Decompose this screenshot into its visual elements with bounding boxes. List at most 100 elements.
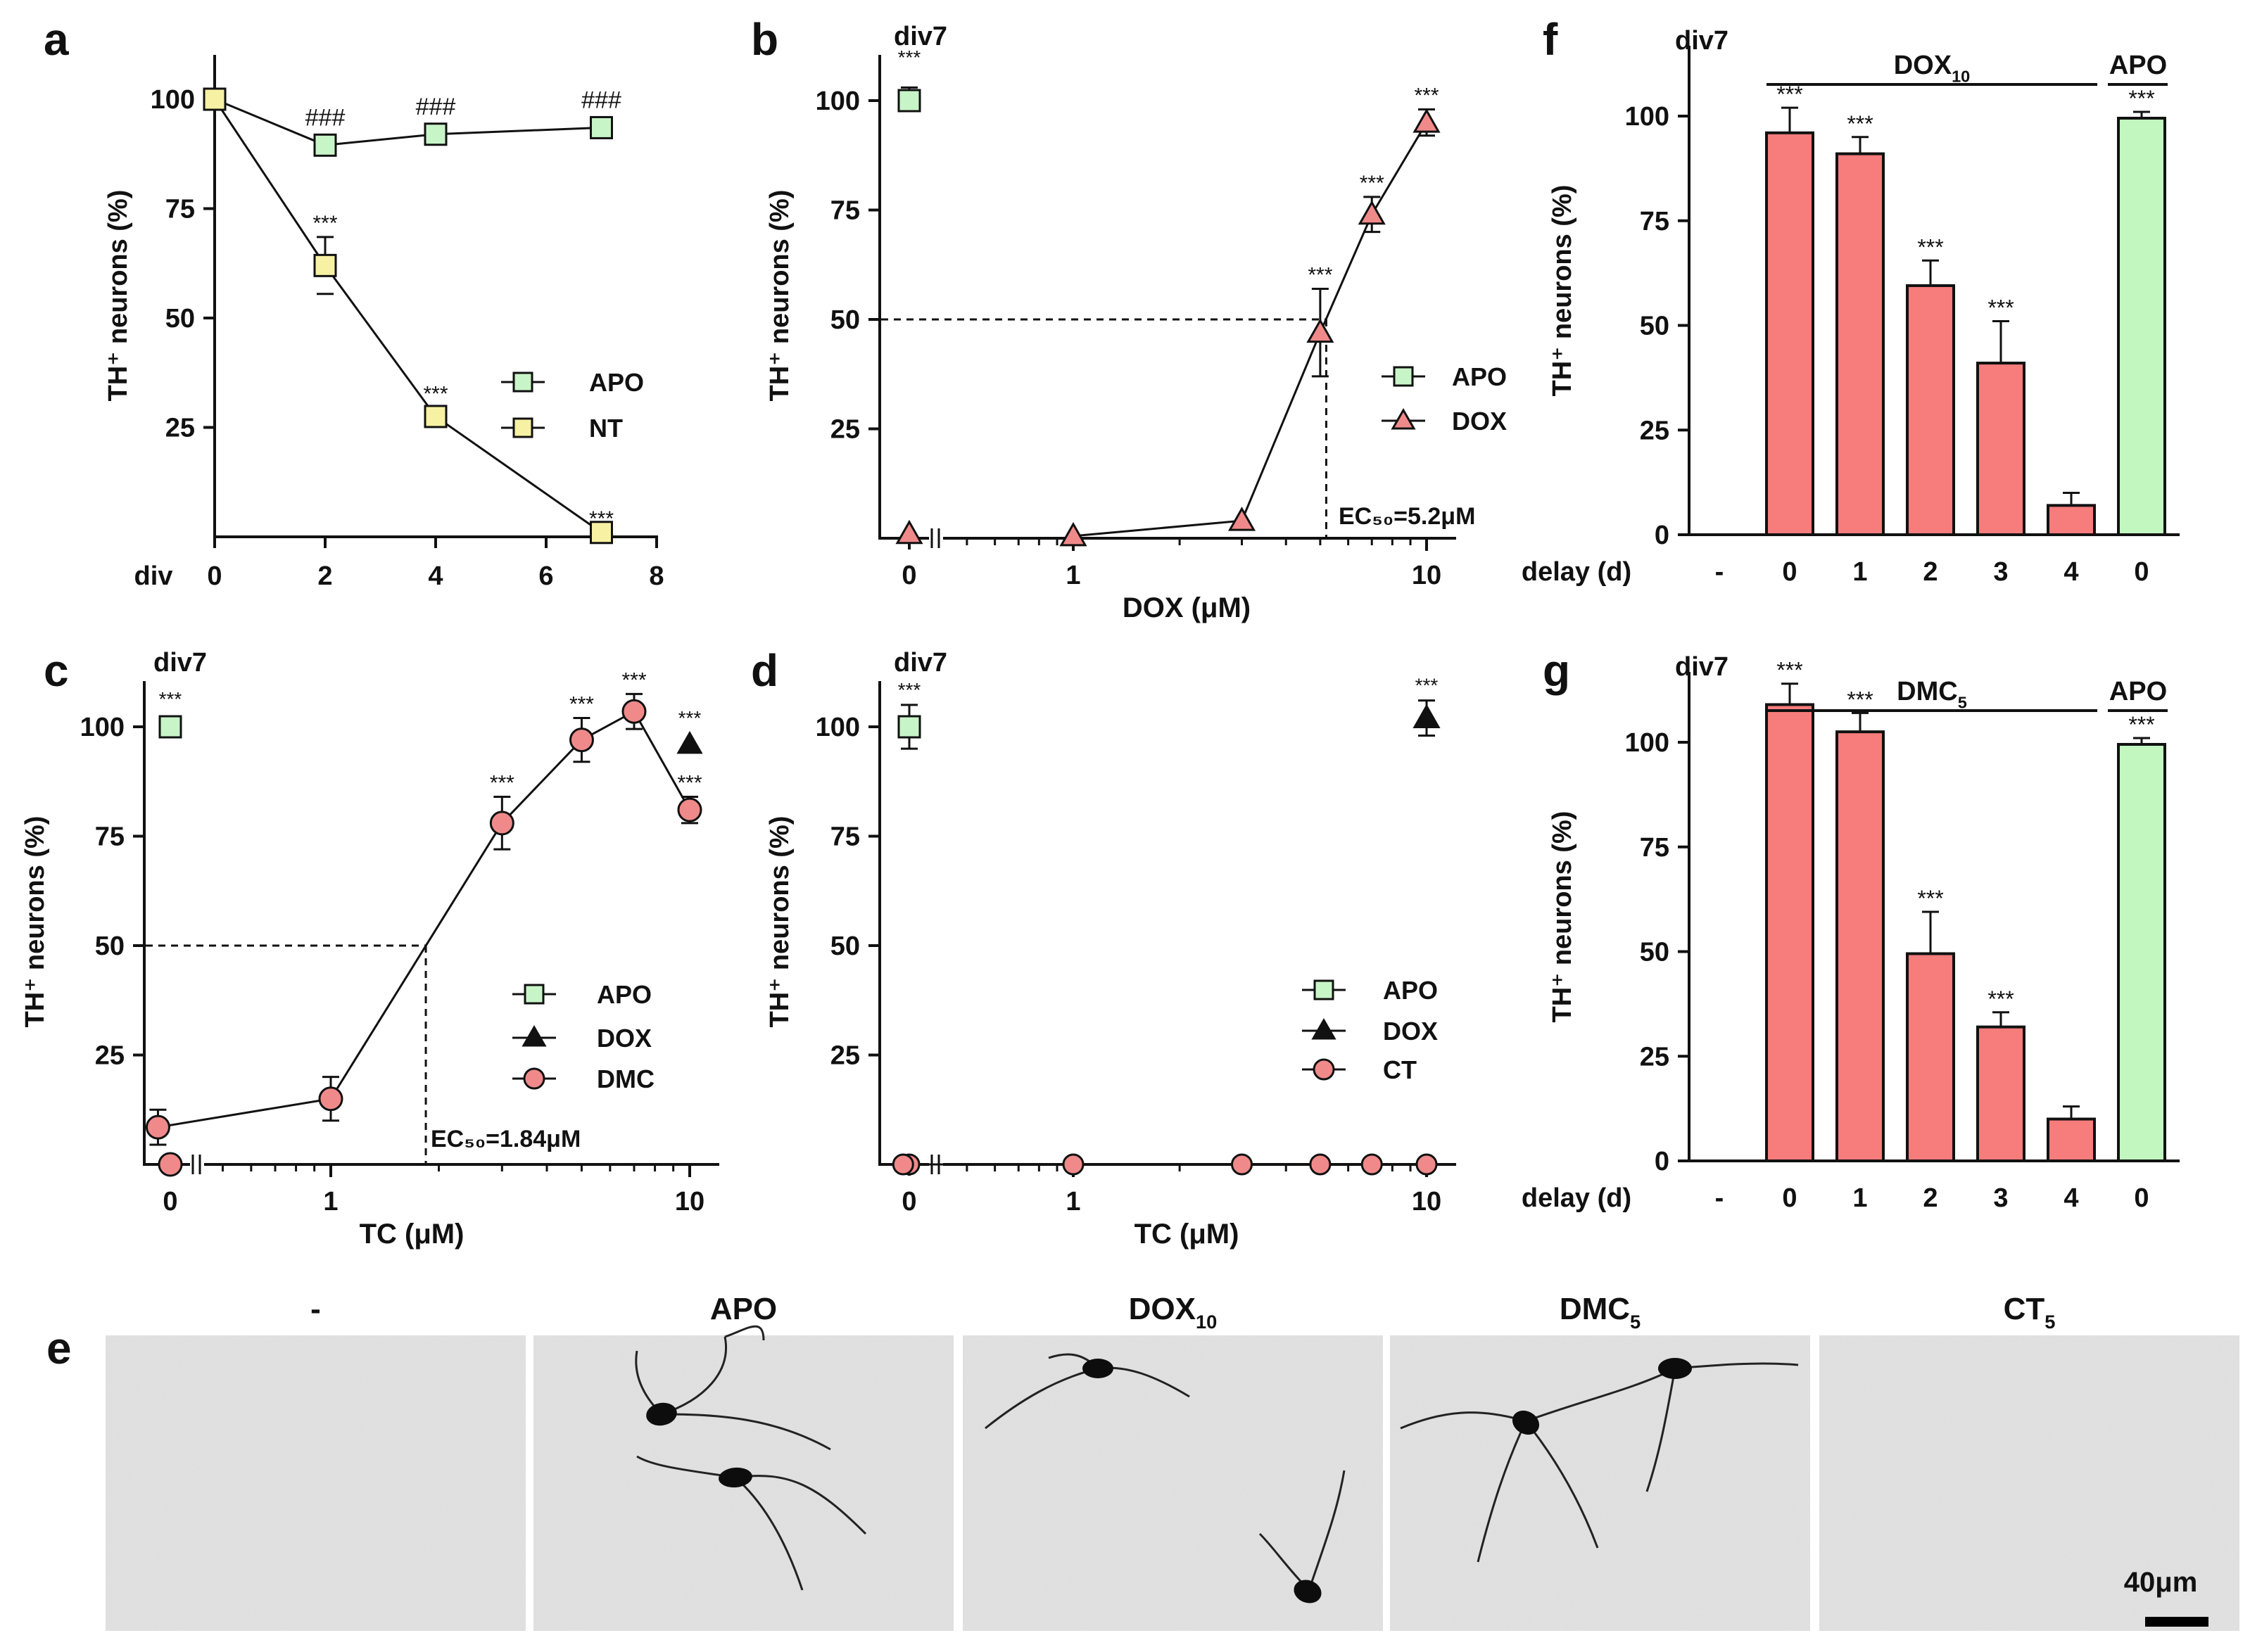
significance-label: *** (1917, 886, 1943, 911)
significance-label: ### (581, 87, 621, 113)
marker-DMC (677, 797, 702, 822)
significance-label: *** (678, 707, 702, 729)
marker-DOX (676, 730, 703, 754)
x-category-label: 3 (1993, 557, 2008, 587)
legend-label-APO: APO (597, 980, 652, 1009)
error-bar (1992, 1011, 2009, 1027)
significance-label: *** (569, 693, 594, 716)
marker-NT (590, 521, 613, 545)
legend-label-DOX: DOX (1383, 1017, 1438, 1046)
y-tick-label: 25 (830, 415, 860, 445)
marker-DOX (1059, 521, 1087, 547)
y-tick-label: 50 (830, 305, 860, 335)
legend-marker-DOX (1311, 1017, 1336, 1040)
y-tick-label: 75 (1640, 207, 1669, 236)
x-tick-label: 10 (1412, 1187, 1441, 1216)
marker-DOX (1227, 507, 1256, 531)
marker-CT (1062, 1153, 1085, 1176)
neuron-soma (1294, 1580, 1322, 1603)
bar-3 (1976, 362, 2025, 536)
marker-APO (424, 122, 448, 146)
y-axis-label: TH⁺ neurons (%) (1548, 811, 1577, 1023)
significance-label: *** (312, 212, 337, 235)
bar-4 (2047, 504, 2096, 536)
neurite (1525, 1367, 1676, 1423)
panel-letter-d: d (751, 645, 778, 696)
x-tick-label: 10 (1412, 561, 1441, 590)
significance-label: *** (898, 46, 921, 68)
marker-CT (1309, 1153, 1332, 1176)
bar-4 (2047, 1117, 2096, 1162)
y-tick-label: 50 (95, 932, 125, 961)
chart-c: 25 50 75 100 0 1 10 TC (μM) div7 TH⁺ neurons (%) E… (20, 648, 719, 1250)
group-label-treatment: DOX10 (1894, 51, 1971, 85)
significance-label: ### (416, 94, 456, 120)
micrograph-texture (1390, 1335, 1810, 1631)
panel-letter-b: b (751, 14, 778, 65)
header-div7: div7 (153, 648, 207, 678)
y-tick-label: 75 (830, 196, 860, 226)
significance-label: *** (1414, 84, 1439, 107)
chart-f: 0 25 50 75 100 delay (d) TH⁺ neurons (%) div7 - 0… (1522, 26, 2180, 587)
x-category-label: - (1715, 557, 1724, 587)
x-category-label: 2 (1923, 557, 1938, 587)
marker-CT (892, 1153, 914, 1176)
micrograph-label-4: CT5 (2004, 1292, 2056, 1333)
chart-d: 25 50 75 100 0 1 10 TC (μM) div7 TH⁺ neurons (%) *… (765, 648, 1456, 1250)
header-div7: div7 (894, 22, 947, 51)
marker-CT (1360, 1153, 1383, 1176)
x-tick-label: 0 (207, 561, 222, 591)
significance-label: *** (621, 668, 646, 692)
x-category-label: 2 (1923, 1183, 1938, 1213)
significance-label: *** (589, 507, 614, 530)
y-axis-label: TH⁺ neurons (%) (20, 816, 50, 1028)
significance-label: *** (1847, 687, 1873, 712)
header-div7: div7 (1675, 652, 1728, 682)
significance-label: *** (1917, 234, 1943, 260)
neuron-soma (646, 1402, 677, 1426)
neurite (661, 1413, 831, 1451)
error-bar (2063, 1105, 2080, 1119)
marker-DMC (621, 699, 647, 724)
ec50-label: EC₅₀=5.2μM (1339, 503, 1475, 530)
x-tick-label: 10 (675, 1187, 704, 1216)
marker-DMC (489, 811, 514, 836)
x-tick-label: 0 (163, 1187, 177, 1216)
micrograph-texture (1819, 1335, 2239, 1631)
legend-marker-APO (524, 984, 545, 1005)
legend-label-DMC: DMC (597, 1065, 655, 1093)
bar-0 (1765, 703, 1814, 1162)
y-tick-label: 75 (95, 822, 125, 852)
significance-label: *** (1415, 675, 1439, 697)
legend-marker-DOX (522, 1024, 547, 1047)
significance-label: *** (1987, 296, 2014, 321)
bar-1 (1835, 152, 1885, 537)
legend-marker-DOX (1391, 407, 1416, 430)
x-tick-label: 6 (538, 561, 553, 591)
marker-DMC (145, 1114, 170, 1140)
marker-NT (313, 253, 337, 277)
marker-DMC (318, 1086, 343, 1112)
x-axis-label: delay (d) (1522, 557, 1631, 587)
micrograph-label-3: DMC5 (1560, 1292, 1641, 1333)
panel-letter-a: a (44, 14, 69, 65)
y-tick-label: 25 (1640, 1042, 1669, 1072)
neurite (735, 1475, 867, 1535)
marker-CT (1231, 1153, 1253, 1176)
micrograph-label-0: - (310, 1292, 321, 1326)
y-tick-label: 100 (80, 713, 125, 742)
y-tick-label: 75 (830, 822, 860, 852)
neurite (1308, 1470, 1346, 1591)
chart-b: 25 50 75 100 0 1 10 DOX (μM) div7 TH⁺ neurons (%)… (765, 22, 1507, 623)
significance-label: *** (1776, 658, 1802, 683)
marker-APO (897, 89, 921, 113)
bar-0 (2117, 116, 2166, 537)
x-category-label: 4 (2063, 1183, 2078, 1213)
x-axis-label: DOX (μM) (1123, 592, 1251, 623)
series-line-DMC (158, 710, 691, 1129)
error-bar (1992, 320, 2009, 364)
marker-APO (158, 715, 182, 739)
error-bar (1922, 259, 1939, 286)
y-tick-label: 100 (151, 85, 195, 115)
